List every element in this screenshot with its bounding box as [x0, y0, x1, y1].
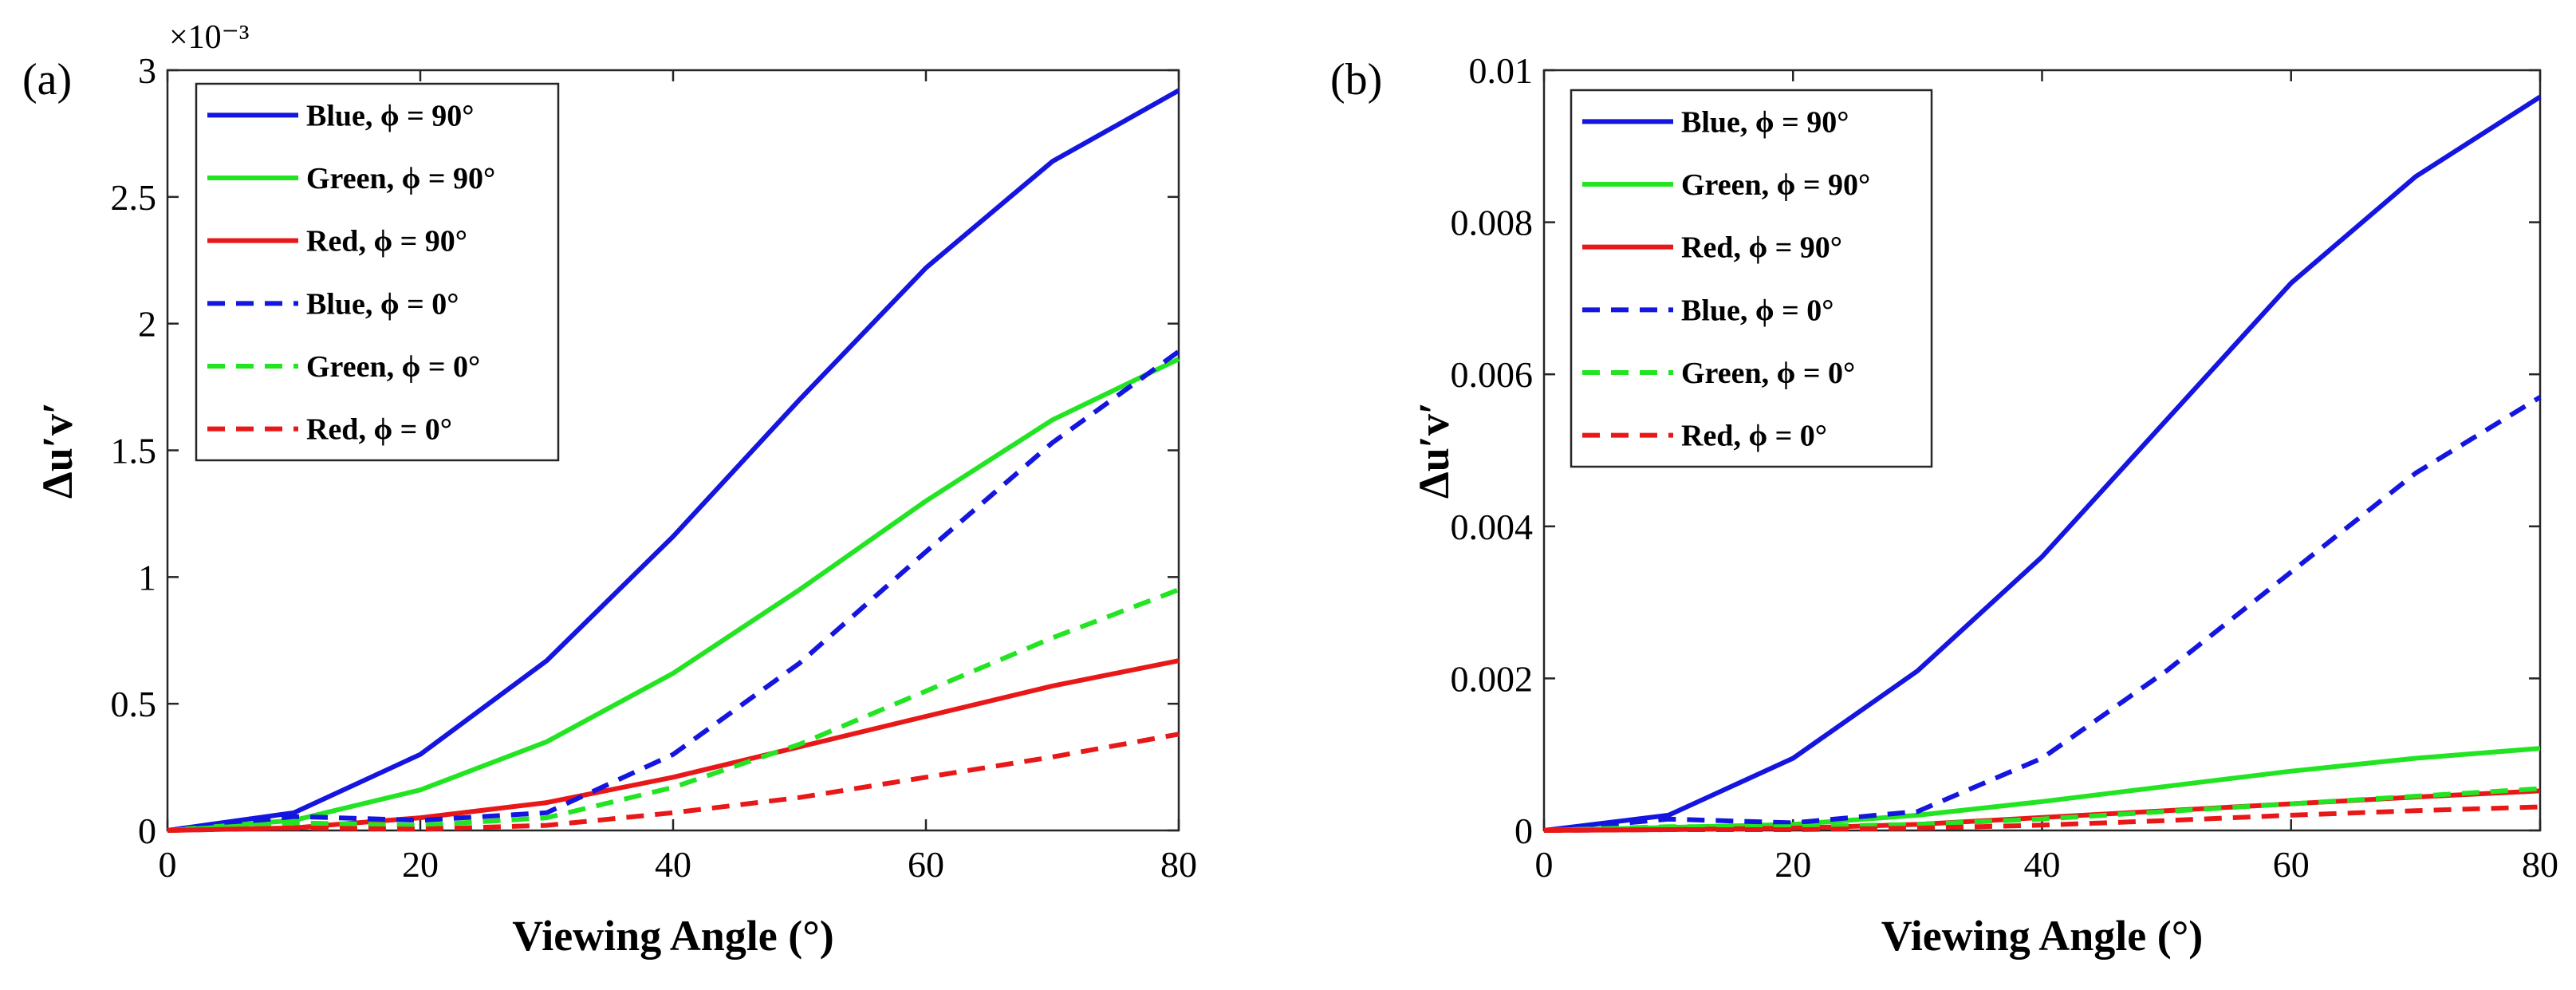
- panel-b: 0 20 40 60 80 0 0.002 0.004 0.006 0.008 0.01 Viewin…: [1330, 50, 2558, 960]
- legend-label-3: Blue, ϕ = 0°: [1681, 294, 1834, 327]
- legend-label-1: Green, ϕ = 90°: [306, 162, 495, 195]
- y-tick-label: 3: [138, 50, 156, 91]
- y-tick-label: 0: [138, 811, 156, 851]
- y-tick-label: 1: [138, 557, 156, 598]
- y-tick-label: 0.008: [1451, 203, 1534, 243]
- panel-label: (a): [22, 55, 72, 105]
- y-tick-label: 0.002: [1451, 658, 1534, 699]
- legend-label-1: Green, ϕ = 90°: [1681, 168, 1870, 202]
- series-line-2: [167, 658, 1180, 833]
- series-line-5: [167, 732, 1180, 833]
- y-tick-label: 1.5: [111, 431, 157, 471]
- x-tick-label: 0: [159, 844, 177, 885]
- legend-box: [1570, 89, 1933, 468]
- y-tick-label: 0.004: [1451, 507, 1534, 547]
- legend-box: [195, 82, 560, 462]
- panel-a: 0 20 40 60 80 0 0.5 1 1.5 2 2.5 3 Viewing Angle (°) Δ…: [22, 19, 1197, 960]
- legend-label-4: Green, ϕ = 0°: [306, 350, 480, 384]
- series-lines: [1543, 94, 2542, 833]
- x-axis-label: Viewing Angle (°): [512, 912, 834, 960]
- x-tick-label: 80: [1160, 844, 1197, 885]
- legend-label-0: Blue, ϕ = 90°: [306, 99, 474, 132]
- series-line-4: [1543, 786, 2541, 833]
- legend-label-3: Blue, ϕ = 0°: [306, 287, 459, 321]
- legend-label-0: Blue, ϕ = 90°: [1681, 105, 1849, 139]
- series-line-1: [167, 357, 1180, 833]
- legend-label-4: Green, ϕ = 0°: [1681, 357, 1855, 390]
- legend-label-5: Red, ϕ = 0°: [1681, 420, 1827, 453]
- x-tick-label: 0: [1535, 844, 1554, 885]
- legend-label-2: Red, ϕ = 90°: [1681, 231, 1842, 265]
- series-line-0: [167, 88, 1180, 833]
- x-tick-label: 40: [655, 844, 691, 885]
- panel-label: (b): [1330, 55, 1382, 105]
- x-tick-label: 60: [2273, 844, 2310, 885]
- x-axis-label: Viewing Angle (°): [1881, 912, 2204, 960]
- series-line-3: [1543, 395, 2542, 833]
- y-tick-label: 0.01: [1469, 50, 1534, 91]
- series-line-4: [167, 587, 1180, 833]
- y-tick-label: 0.5: [111, 684, 157, 724]
- y-exponent-label: ×10⁻³: [169, 19, 249, 56]
- y-tick-label: 2.5: [111, 177, 157, 218]
- series-line-5: [1543, 804, 2541, 833]
- y-tick-label: 0.006: [1451, 354, 1534, 395]
- x-tick-label: 80: [2522, 844, 2558, 885]
- x-tick-label: 20: [1774, 844, 1811, 885]
- x-tick-label: 40: [2024, 844, 2061, 885]
- legend: Blue, ϕ = 90° Green, ϕ = 90° Red, ϕ = 90° B…: [195, 82, 560, 462]
- x-tick-label: 60: [908, 844, 944, 885]
- series-line-0: [1543, 94, 2542, 833]
- y-tick-label: 2: [138, 304, 156, 345]
- legend: Blue, ϕ = 90° Green, ϕ = 90° Red, ϕ = 90° B…: [1570, 89, 1933, 468]
- legend-label-5: Red, ϕ = 0°: [306, 413, 452, 447]
- legend-label-2: Red, ϕ = 90°: [306, 225, 467, 258]
- y-axis-label: Δu′v′: [1410, 402, 1458, 499]
- series-lines: [167, 88, 1180, 833]
- y-axis-label: Δu′v′: [33, 402, 81, 499]
- x-tick-label: 20: [402, 844, 439, 885]
- series-line-1: [1543, 746, 2541, 833]
- series-line-3: [167, 349, 1180, 833]
- y-tick-label: 0: [1514, 811, 1533, 851]
